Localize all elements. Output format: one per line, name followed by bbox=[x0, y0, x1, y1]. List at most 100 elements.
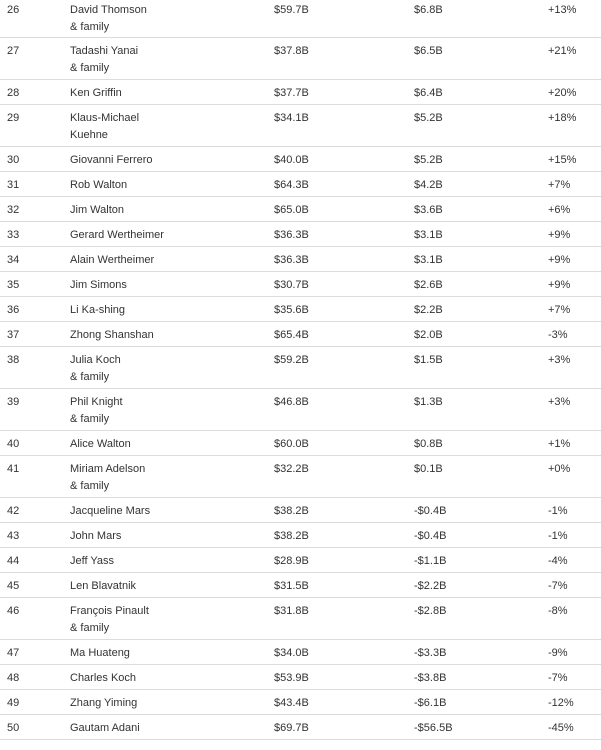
table-row: 27 Tadashi Yanai & family $37.8B $6.5B +21% bbox=[0, 38, 601, 80]
table-row: 26 David Thomson & family $59.7B $6.8B +13% bbox=[0, 0, 601, 38]
table-row: 34 Alain Wertheimer $36.3B $3.1B +9% bbox=[0, 247, 601, 272]
name-line: Gerard Wertheimer bbox=[70, 229, 164, 241]
net-worth-cell: $59.2B bbox=[274, 354, 309, 366]
percent-change-cell: -7% bbox=[548, 672, 568, 684]
net-worth-cell: $28.9B bbox=[274, 555, 309, 567]
name-cell: Jim Walton bbox=[70, 202, 124, 219]
table-row: 41 Miriam Adelson & family $32.2B $0.1B +0% bbox=[0, 456, 601, 498]
name-line: Klaus-Michael bbox=[70, 112, 140, 124]
change-cell: $3.1B bbox=[414, 254, 443, 266]
change-cell: -$3.8B bbox=[414, 672, 447, 684]
change-cell: $3.1B bbox=[414, 229, 443, 241]
percent-change-cell: +0% bbox=[548, 463, 571, 475]
table-row: 30 Giovanni Ferrero $40.0B $5.2B +15% bbox=[0, 147, 601, 172]
net-worth-cell: $65.4B bbox=[274, 329, 309, 341]
name-line: Jim Simons bbox=[70, 279, 127, 291]
name-cell: Charles Koch bbox=[70, 670, 136, 687]
name-line: & family bbox=[70, 413, 110, 425]
name-cell: Alice Walton bbox=[70, 436, 131, 453]
name-line: Len Blavatnik bbox=[70, 580, 137, 592]
table-row: 50 Gautam Adani $69.7B -$56.5B -45% bbox=[0, 715, 601, 740]
table-row: 37 Zhong Shanshan $65.4B $2.0B -3% bbox=[0, 322, 601, 347]
net-worth-cell: $31.5B bbox=[274, 580, 309, 592]
name-line: Charles Koch bbox=[70, 672, 137, 684]
name-line: & family bbox=[70, 480, 110, 492]
table-row: 47 Ma Huateng $34.0B -$3.3B -9% bbox=[0, 640, 601, 665]
percent-change-cell: +9% bbox=[548, 279, 571, 291]
percent-change-cell: +7% bbox=[548, 179, 571, 191]
table-row: 29 Klaus-Michael Kuehne $34.1B $5.2B +18% bbox=[0, 105, 601, 147]
net-worth-cell: $30.7B bbox=[274, 279, 309, 291]
table-row: 31 Rob Walton $64.3B $4.2B +7% bbox=[0, 172, 601, 197]
table-row: 46 François Pinault & family $31.8B -$2.8B -8… bbox=[0, 598, 601, 640]
rank-cell: 44 bbox=[7, 555, 20, 567]
net-worth-cell: $64.3B bbox=[274, 179, 309, 191]
name-line: Tadashi Yanai bbox=[70, 45, 139, 57]
net-worth-cell: $59.7B bbox=[274, 4, 309, 16]
table-row: 36 Li Ka-shing $35.6B $2.2B +7% bbox=[0, 297, 601, 322]
table-row: 39 Phil Knight & family $46.8B $1.3B +3% bbox=[0, 389, 601, 431]
net-worth-cell: $31.8B bbox=[274, 605, 309, 617]
table-row: 48 Charles Koch $53.9B -$3.8B -7% bbox=[0, 665, 601, 690]
rank-cell: 30 bbox=[7, 154, 20, 166]
net-worth-cell: $37.8B bbox=[274, 45, 309, 57]
change-cell: $5.2B bbox=[414, 112, 443, 124]
change-cell: $6.5B bbox=[414, 45, 443, 57]
name-cell: Julia Koch & family bbox=[70, 352, 121, 386]
change-cell: -$0.4B bbox=[414, 530, 447, 542]
name-line: François Pinault bbox=[70, 605, 149, 617]
percent-change-cell: +3% bbox=[548, 396, 571, 408]
name-line: Miriam Adelson bbox=[70, 463, 146, 475]
name-line: Ken Griffin bbox=[70, 87, 122, 99]
name-line: David Thomson bbox=[70, 4, 147, 16]
name-line: & family bbox=[70, 21, 110, 33]
net-worth-cell: $65.0B bbox=[274, 204, 309, 216]
name-line: Jeff Yass bbox=[70, 555, 115, 567]
name-line: Zhong Shanshan bbox=[70, 329, 154, 341]
net-worth-cell: $35.6B bbox=[274, 304, 309, 316]
name-cell: Gerard Wertheimer bbox=[70, 227, 164, 244]
rank-cell: 39 bbox=[7, 396, 20, 408]
name-cell: David Thomson & family bbox=[70, 2, 147, 36]
net-worth-cell: $43.4B bbox=[274, 697, 309, 709]
rank-cell: 49 bbox=[7, 697, 20, 709]
percent-change-cell: -12% bbox=[548, 697, 574, 709]
rank-cell: 50 bbox=[7, 722, 20, 734]
table-row: 38 Julia Koch & family $59.2B $1.5B +3% bbox=[0, 347, 601, 389]
percent-change-cell: +20% bbox=[548, 87, 577, 99]
name-line: Zhang Yiming bbox=[70, 697, 138, 709]
name-cell: Jim Simons bbox=[70, 277, 127, 294]
name-cell: John Mars bbox=[70, 528, 121, 545]
table-row: 45 Len Blavatnik $31.5B -$2.2B -7% bbox=[0, 573, 601, 598]
name-cell: Klaus-Michael Kuehne bbox=[70, 110, 139, 144]
change-cell: $2.0B bbox=[414, 329, 443, 341]
name-cell: Rob Walton bbox=[70, 177, 127, 194]
rank-cell: 40 bbox=[7, 438, 20, 450]
table-row: 32 Jim Walton $65.0B $3.6B +6% bbox=[0, 197, 601, 222]
net-worth-cell: $40.0B bbox=[274, 154, 309, 166]
name-line: Phil Knight bbox=[70, 396, 123, 408]
rank-cell: 42 bbox=[7, 505, 20, 517]
change-cell: $0.1B bbox=[414, 463, 443, 475]
percent-change-cell: -1% bbox=[548, 505, 568, 517]
name-cell: Gautam Adani bbox=[70, 720, 140, 737]
name-line: Li Ka-shing bbox=[70, 304, 126, 316]
rank-cell: 32 bbox=[7, 204, 20, 216]
net-worth-cell: $60.0B bbox=[274, 438, 309, 450]
name-cell: Giovanni Ferrero bbox=[70, 152, 153, 169]
rank-cell: 36 bbox=[7, 304, 20, 316]
name-line: & family bbox=[70, 622, 110, 634]
percent-change-cell: -9% bbox=[548, 647, 568, 659]
rank-cell: 41 bbox=[7, 463, 20, 475]
table-row: 49 Zhang Yiming $43.4B -$6.1B -12% bbox=[0, 690, 601, 715]
percent-change-cell: +1% bbox=[548, 438, 571, 450]
name-line: Gautam Adani bbox=[70, 722, 140, 734]
rank-cell: 27 bbox=[7, 45, 20, 57]
name-cell: Miriam Adelson & family bbox=[70, 461, 145, 495]
name-line: Kuehne bbox=[70, 129, 108, 141]
table-row: 28 Ken Griffin $37.7B $6.4B +20% bbox=[0, 80, 601, 105]
rank-cell: 38 bbox=[7, 354, 20, 366]
net-worth-cell: $36.3B bbox=[274, 254, 309, 266]
net-worth-cell: $38.2B bbox=[274, 505, 309, 517]
